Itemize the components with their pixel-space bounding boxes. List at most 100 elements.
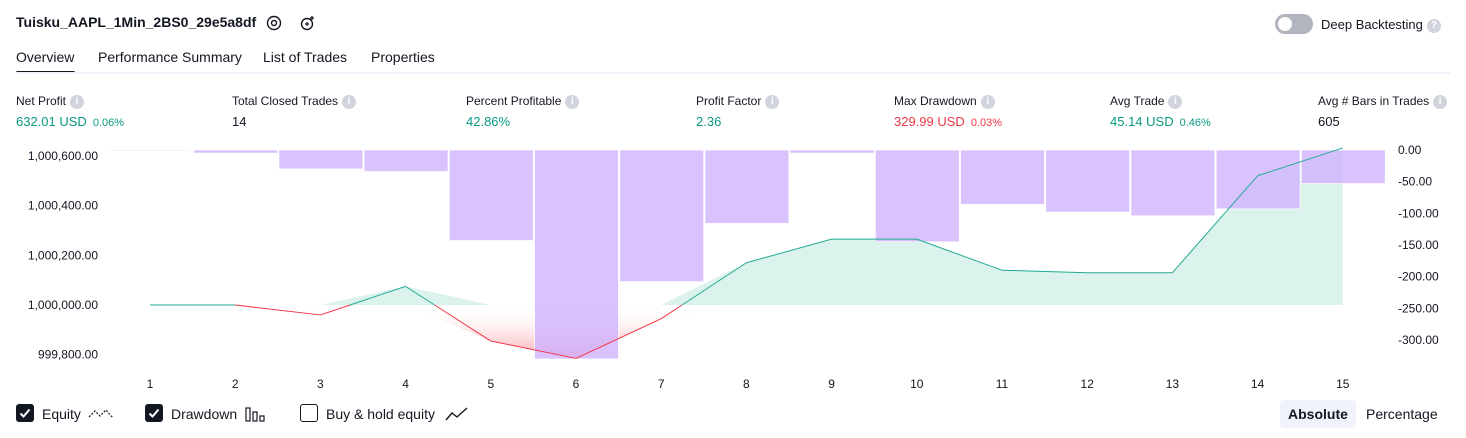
metric-value-text: 45.14 USD [1110,113,1174,129]
x-axis-tick-label: 6 [573,377,580,391]
tab-list-of-trades[interactable]: List of Trades [263,49,348,65]
buy-hold-checkbox[interactable] [300,404,318,422]
x-axis-tick-label: 7 [658,377,665,391]
drawdown-bar [448,149,534,241]
right-axis-tick-label: -250.00 [1398,301,1439,315]
absolute-toggle-button[interactable]: Absolute [1280,400,1356,428]
metric-label-text: Profit Factor [696,94,762,108]
tab-performance-summary[interactable]: Performance Summary [98,49,242,65]
drawdown-bar [619,149,705,283]
left-axis-tick-label: 1,000,200.00 [28,248,98,262]
metric-value: 2.36 [696,114,779,129]
info-icon[interactable]: i [70,94,85,109]
tab-bar: Overview Performance Summary List of Tra… [0,47,1450,75]
drawdown-bar [278,149,364,170]
metric-value-text: 2.36 [696,113,722,129]
metric-pct: 0.06% [92,116,125,129]
metric-label-text: Net Profit [16,94,67,108]
metric-value-text: 632.01 USD [16,113,87,129]
info-icon[interactable]: i [342,94,357,109]
drawdown-bar [1300,149,1386,184]
metric-label: Percent Profitable i [466,94,580,109]
x-axis-tick-label: 4 [402,377,409,391]
gear-icon[interactable] [265,14,283,32]
deep-backtesting-label: Deep Backtesting? [1321,17,1441,33]
equity-line-segment [681,262,747,306]
equity-line-segment [916,238,1003,271]
help-icon[interactable]: ? [1426,18,1441,33]
metric-value: 632.01 USD 0.06% [16,114,124,129]
metric-percent-profitable: Percent Profitable i 42.86% [466,94,580,129]
deep-backtesting-toggle[interactable] [1275,14,1313,34]
metric-label-text: Total Closed Trades [232,94,339,108]
tab-properties[interactable]: Properties [371,49,435,65]
x-axis-tick-label: 1 [147,377,154,391]
x-axis-tick-label: 13 [1166,377,1180,391]
info-icon[interactable]: i [980,94,995,109]
metric-label-text: Percent Profitable [466,94,562,108]
equity-line-segment [1001,269,1088,274]
info-icon[interactable]: i [1168,94,1183,109]
drawdown-checkbox[interactable] [145,404,163,422]
info-icon[interactable]: i [565,94,580,109]
info-icon[interactable]: i [1433,94,1448,109]
metric-value: 45.14 USD 0.46% [1110,114,1211,129]
right-axis-tick-label: 0.00 [1398,143,1422,157]
x-axis-tick-label: 14 [1251,377,1265,391]
right-axis-tick-label: -200.00 [1398,270,1439,284]
metric-label-text: Max Drawdown [894,94,977,108]
drawdown-bar [1215,149,1301,210]
equity-drawdown-chart: 1,000,600.00 1,000,400.00 1,000,200.00 1,00… [28,143,1439,391]
right-axis-tick-label: -300.00 [1398,333,1439,347]
metric-total-closed-trades: Total Closed Trades i 14 [232,94,357,129]
x-axis-tick-label: 8 [743,377,750,391]
x-axis-tick-label: 3 [317,377,324,391]
x-axis-tick-label: 2 [232,377,239,391]
metric-pct: 0.03% [970,116,1003,129]
x-axis-tick-label: 11 [996,377,1009,391]
legend-drawdown-label: Drawdown [171,406,238,422]
percentage-toggle-button[interactable]: Percentage [1366,406,1438,422]
metric-value-text: 329.99 USD [894,113,965,129]
x-axis-tick-label: 5 [487,377,494,391]
metric-avg-trade: Avg Trade i 45.14 USD 0.46% [1110,94,1211,129]
equity-line-segment [405,285,435,306]
metric-label: Avg # Bars in Trades i [1318,94,1448,109]
drawdown-bars-icon [245,407,265,422]
equity-line-segment [434,304,492,342]
equity-checkbox[interactable] [16,404,34,422]
left-axis-tick-label: 1,000,000.00 [28,298,98,312]
drawdown-bar [789,149,875,154]
equity-area-below-baseline [150,305,1343,359]
metric-label-text: Avg # Bars in Trades [1318,94,1430,108]
equity-line-segment [1172,175,1258,274]
metric-net-profit: Net Profit i 632.01 USD 0.06% [16,94,124,129]
drawdown-bar [1045,149,1131,213]
equity-line-segment [660,304,683,320]
toggle-knob [1278,17,1292,31]
left-axis-tick-label: 1,000,600.00 [28,149,98,163]
deep-backtesting-text: Deep Backtesting [1321,17,1423,32]
equity-line-segment [1257,147,1343,177]
metric-label: Net Profit i [16,94,124,109]
equity-area-above-baseline [150,147,1343,305]
drawdown-bar [960,149,1045,205]
equity-line-segment [320,304,351,316]
equity-line-icon [88,409,114,419]
drawdown-bar [704,149,790,224]
metric-max-drawdown: Max Drawdown i 329.99 USD 0.03% [894,94,1002,129]
equity-line-segment [746,238,832,264]
equity-line-segment [349,285,406,306]
x-axis-tick-label: 15 [1336,377,1350,391]
metric-value: 14 [232,114,356,129]
drawdown-bar [193,149,279,154]
tab-overview[interactable]: Overview [16,49,75,65]
legend-buy-hold-label: Buy & hold equity [326,406,435,422]
drawdown-bar [107,149,192,152]
metric-pct: 0.46% [1179,116,1211,129]
drawdown-bar [874,149,960,243]
info-icon[interactable]: i [765,94,780,109]
metric-value-text: 605 [1318,113,1340,129]
camera-plus-icon[interactable] [299,14,317,32]
drawdown-bar [1130,149,1216,217]
